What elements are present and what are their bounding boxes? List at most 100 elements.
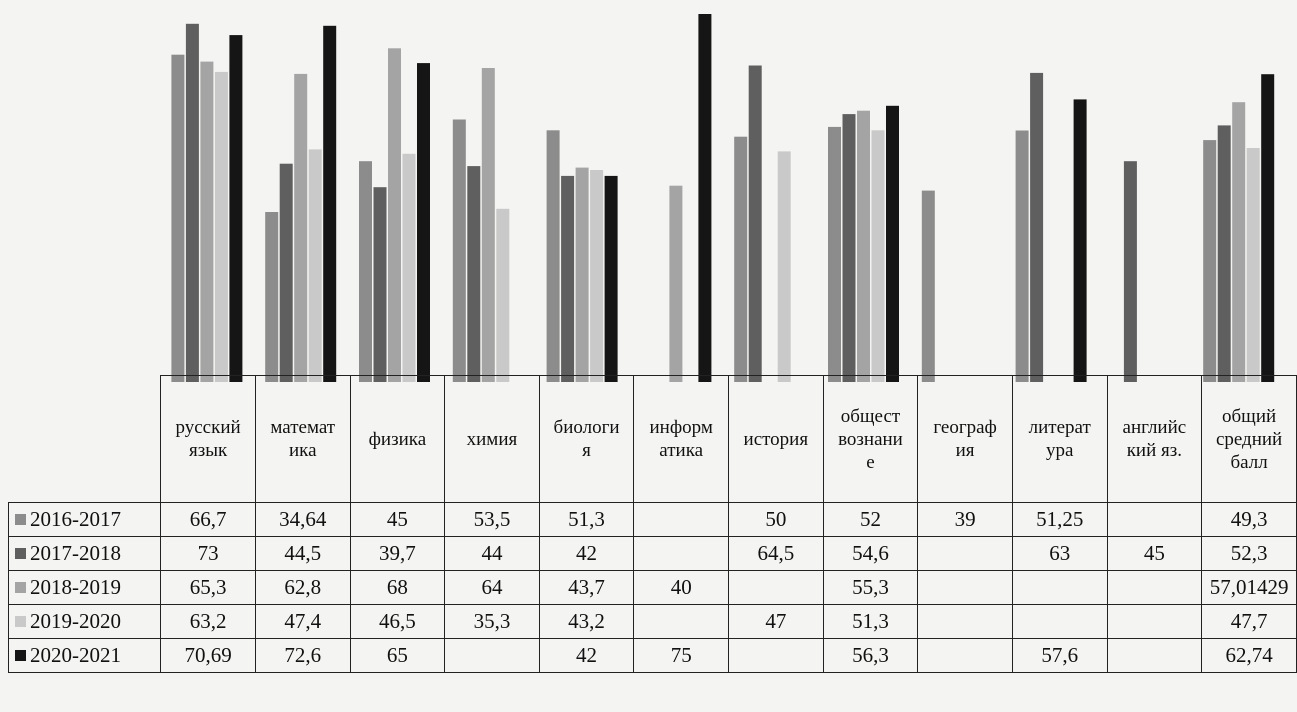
data-label: 35,3 [444,604,540,639]
category-header: английс кий яз. [1106,375,1203,503]
bar [200,61,214,382]
bar [748,65,762,382]
data-label: 43,7 [538,570,635,605]
data-label: 65 [349,638,446,673]
bar [214,71,228,383]
data-label: 49,3 [1201,502,1297,537]
data-label: 45 [349,502,446,537]
table-corner [8,375,162,503]
bar [402,153,416,382]
data-label: 56,3 [822,638,919,673]
data-label: 63,2 [160,604,256,639]
table-row: 2016-2017 66,7 34,64 45 53,5 51,3 50 52 39 51,25 4… [7,502,1297,537]
data-label [917,638,1013,673]
category-header: общий средний балл [1201,375,1297,503]
category-header: химия [444,375,540,503]
data-label: 42 [538,638,635,673]
bar [857,110,870,382]
data-label: 57,6 [1011,638,1108,673]
data-label: 73 [160,536,256,571]
legend-swatch [15,616,26,627]
data-label [1011,604,1108,639]
bar [1123,161,1137,382]
data-label [728,638,824,673]
bar [388,48,401,383]
bar [1261,74,1275,382]
table-row: 2017-2018 73 44,5 39,7 44 42 64,5 54,6 63 45 52,3 [7,536,1297,571]
data-label [633,536,729,571]
data-table: русский язык математ ика физика химия биологи я… [7,375,1297,673]
category-header: биологи я [538,375,635,503]
legend-entry: 2019-2020 [7,604,162,639]
data-label [444,638,540,673]
data-label: 43,2 [538,604,635,639]
data-label: 70,69 [160,638,256,673]
category-header: математ ика [254,375,351,503]
bar [496,208,510,382]
data-label: 51,25 [1011,502,1108,537]
data-label: 75 [633,638,729,673]
bar [1015,130,1029,382]
bar [1217,125,1231,383]
bar [1030,72,1044,383]
data-label: 62,74 [1201,638,1297,673]
bar [265,212,279,382]
data-label: 55,3 [822,570,919,605]
bar [828,126,841,383]
legend-swatch [15,548,26,559]
series-name: 2019-2020 [30,609,121,633]
data-label [633,604,729,639]
data-label: 65,3 [160,570,256,605]
legend-entry: 2016-2017 [7,502,162,537]
bar [921,190,935,382]
bar [467,166,481,382]
category-header: общест вознани е [822,375,919,503]
data-label: 66,7 [160,502,256,537]
bar [561,175,575,382]
data-label [1106,638,1203,673]
bar [698,14,712,382]
data-label: 57,01429 [1201,570,1297,605]
data-label [1011,570,1108,605]
legend-swatch [15,582,26,593]
category-header: русский язык [160,375,256,503]
data-label [728,570,824,605]
bar [575,167,589,382]
bar [546,130,560,382]
data-label: 52 [822,502,919,537]
category-header: история [728,375,824,503]
bar [308,149,322,382]
table-header-row: русский язык математ ика физика химия биологи я… [8,375,1297,503]
bar [669,185,683,382]
legend-swatch [15,514,26,525]
bar [842,114,856,382]
table-body: 2016-2017 66,7 34,64 45 53,5 51,3 50 52 39 51,25 4… [7,502,1297,673]
data-label: 64 [444,570,540,605]
data-label [1106,502,1203,537]
data-label: 47,4 [254,604,351,639]
bar [1232,102,1246,382]
bar [734,136,748,382]
data-label [1106,604,1203,639]
category-header: географ ия [917,375,1013,503]
data-label: 40 [633,570,729,605]
table-row: 2018-2019 65,3 62,8 68 64 43,7 40 55,3 57,01429 [7,570,1297,605]
bars-group [171,14,1275,383]
legend-entry: 2020-2021 [7,638,162,673]
bar [417,63,430,382]
series-name: 2018-2019 [30,575,121,599]
bar [871,130,885,382]
legend-swatch [15,650,26,661]
bar [171,54,185,382]
data-label: 54,6 [822,536,919,571]
data-label [917,604,1013,639]
category-header: информ атика [633,375,729,503]
data-label: 50 [728,502,824,537]
bar [323,25,337,383]
data-label: 42 [538,536,635,571]
data-label: 44 [444,536,540,571]
bar [1073,99,1087,383]
data-label: 34,64 [254,502,351,537]
data-label: 62,8 [254,570,351,605]
